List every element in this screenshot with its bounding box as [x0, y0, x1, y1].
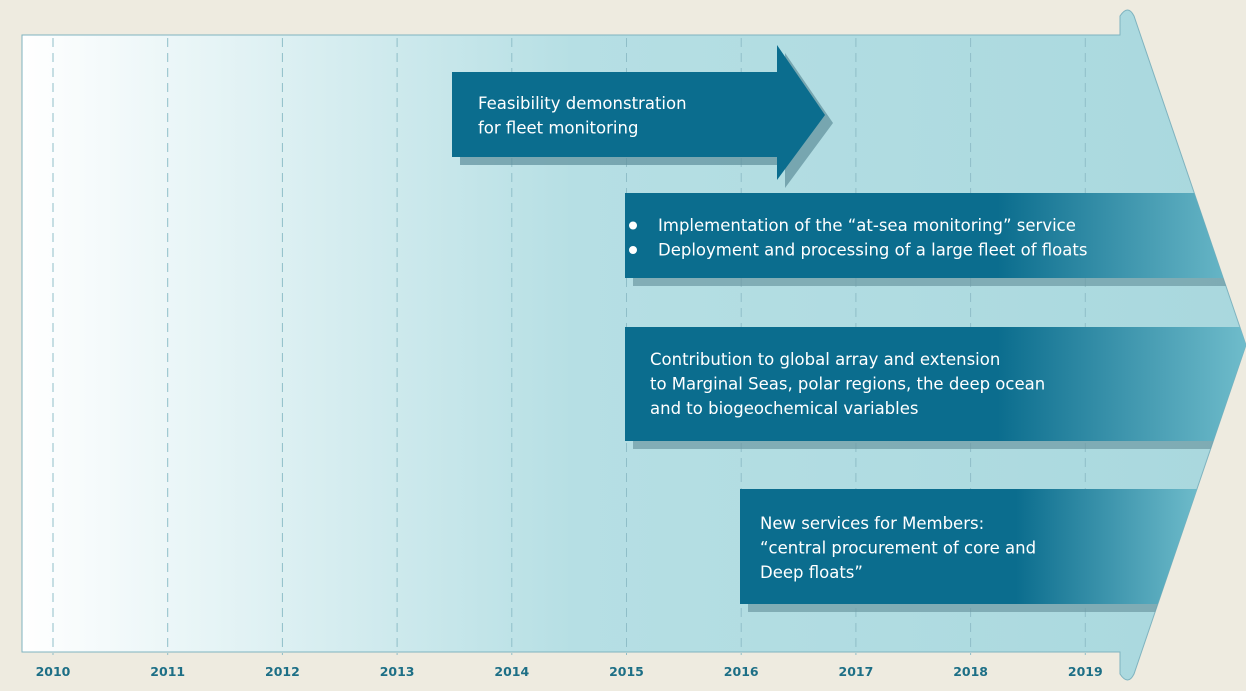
phase-arrow — [452, 45, 825, 180]
box-texts: Feasibility demonstration for fleet monit… — [478, 94, 1087, 582]
phase-box — [740, 489, 1200, 604]
phase-boxes — [452, 45, 1246, 612]
box-line: “central procurement of core and — [760, 539, 1036, 558]
box-line: Feasibility demonstration — [478, 94, 687, 113]
box-line: New services for Members: — [760, 514, 984, 533]
year-label: 2011 — [150, 664, 185, 679]
box-line: to Marginal Seas, polar regions, the dee… — [650, 375, 1045, 394]
box-line: Deep floats” — [760, 563, 863, 582]
box-line: for fleet monitoring — [478, 119, 638, 138]
phase-box — [625, 193, 1246, 278]
year-label: 2017 — [839, 664, 874, 679]
year-label: 2018 — [953, 664, 988, 679]
box-line: and to biogeochemical variables — [650, 399, 918, 418]
bullet — [629, 246, 637, 254]
box-item: Implementation of the “at-sea monitoring… — [658, 216, 1076, 235]
year-label: 2012 — [265, 664, 300, 679]
year-label: 2016 — [724, 664, 759, 679]
box-line: Contribution to global array and extensi… — [650, 350, 1000, 369]
year-label: 2013 — [380, 664, 415, 679]
year-label: 2015 — [609, 664, 644, 679]
year-label: 2010 — [36, 664, 71, 679]
box-item: Deployment and processing of a large fle… — [658, 241, 1087, 260]
phase-box — [625, 327, 1246, 441]
year-label: 2019 — [1068, 664, 1103, 679]
year-label: 2014 — [494, 664, 529, 679]
bullet — [629, 221, 637, 230]
